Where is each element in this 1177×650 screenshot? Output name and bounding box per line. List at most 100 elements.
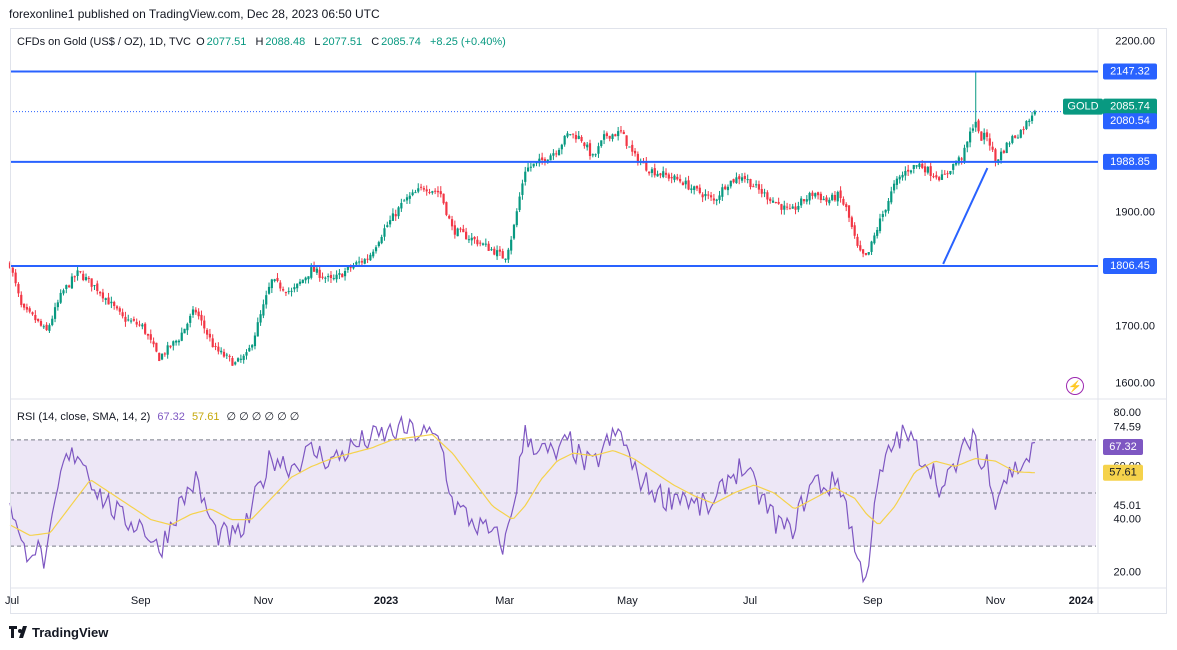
rsi-sma-line xyxy=(9,433,1035,536)
candle-body xyxy=(84,277,88,281)
legend-change: +8.25 (+0.40%) xyxy=(429,36,506,48)
candle-body xyxy=(380,236,383,244)
candle-body xyxy=(31,312,34,315)
rsi-hidden-values: ∅ ∅ ∅ ∅ ∅ ∅ xyxy=(226,411,300,423)
candle-body xyxy=(48,325,51,331)
candle-body xyxy=(239,358,242,360)
candle-body xyxy=(588,143,592,157)
flash-icon[interactable]: ⚡ xyxy=(1066,377,1084,395)
candle-body xyxy=(434,190,437,192)
candle-body xyxy=(633,150,637,154)
candle-body xyxy=(557,149,561,156)
candle-body xyxy=(287,291,290,293)
candle-body xyxy=(892,183,896,191)
candle-body xyxy=(833,194,837,201)
candle-body xyxy=(1014,135,1017,138)
candle-body xyxy=(864,253,868,255)
x-axis-label: Sep xyxy=(131,595,151,607)
candle-body xyxy=(104,298,107,301)
candle-body xyxy=(926,166,929,173)
candle-body xyxy=(34,314,37,321)
candle-body xyxy=(17,284,20,294)
candle-body xyxy=(507,249,510,260)
candle-body xyxy=(42,326,45,328)
x-axis-label: Nov xyxy=(986,595,1006,607)
candle-body xyxy=(417,188,420,192)
candle-body xyxy=(155,342,158,352)
candle-body xyxy=(152,341,155,345)
candle-body xyxy=(56,302,59,308)
symbol-tag: GOLD xyxy=(1067,101,1098,113)
candle-body xyxy=(222,351,226,357)
candle-body xyxy=(515,211,518,226)
candle-body xyxy=(208,333,212,338)
candle-body xyxy=(301,279,304,283)
candle-body xyxy=(256,322,259,337)
candle-body xyxy=(670,177,673,179)
candle-body xyxy=(679,178,682,182)
rsi-value-tag: 67.32 xyxy=(1109,441,1137,453)
candle-body xyxy=(952,163,955,170)
candle-body xyxy=(628,146,631,148)
candle-body xyxy=(991,146,994,150)
candle-body xyxy=(39,321,43,326)
rsi-sma-value: 57.61 xyxy=(191,411,220,423)
candle-body xyxy=(512,224,516,239)
candle-body xyxy=(490,249,493,251)
candle-body xyxy=(462,228,465,233)
price-tick-label: 2200.00 xyxy=(1115,35,1155,47)
candle-body xyxy=(611,134,614,140)
candle-body xyxy=(819,193,822,201)
candle-body xyxy=(966,141,969,148)
tradingview-brand[interactable]: TradingView xyxy=(9,625,108,640)
candle-body xyxy=(932,176,935,178)
candle-body xyxy=(890,191,893,203)
candle-body xyxy=(397,207,400,217)
candle-body xyxy=(284,292,288,294)
candle-body xyxy=(1011,136,1014,143)
candle-body xyxy=(456,228,459,237)
candle-body xyxy=(563,135,566,145)
candle-body xyxy=(662,171,665,177)
candle-body xyxy=(518,196,521,210)
price-tick-label: 1600.00 xyxy=(1115,378,1155,390)
candle-body xyxy=(177,340,181,343)
candle-body xyxy=(850,217,853,227)
candle-body xyxy=(304,277,307,281)
candle-body xyxy=(543,159,547,162)
candle-body xyxy=(459,228,462,230)
candle-body xyxy=(163,353,166,355)
candle-body xyxy=(214,346,217,348)
last-price-tag: 2085.74 xyxy=(1110,101,1150,113)
candle-body xyxy=(1019,129,1022,138)
candle-body xyxy=(110,301,113,304)
candle-body xyxy=(732,179,735,183)
candle-body xyxy=(828,199,831,204)
candle-body xyxy=(622,131,625,135)
x-axis-label: Jul xyxy=(5,595,19,607)
candle-body xyxy=(414,192,417,194)
candle-body xyxy=(625,135,628,146)
candle-body xyxy=(149,334,152,340)
candle-body xyxy=(321,276,324,278)
candle-body xyxy=(453,225,456,235)
candle-body xyxy=(994,149,997,162)
rsi-value: 67.32 xyxy=(157,411,185,423)
legend-low-value: 2077.51 xyxy=(322,36,363,48)
rsi-tick-label: 20.00 xyxy=(1113,567,1141,579)
rsi-sma-tag-bg xyxy=(1103,464,1143,481)
candle-body xyxy=(946,173,949,175)
candle-body xyxy=(73,276,76,278)
candle-body xyxy=(144,323,147,334)
symbol-tag-bg xyxy=(1063,98,1103,115)
candle-body xyxy=(608,135,611,139)
candle-body xyxy=(769,198,772,202)
candle-body xyxy=(124,316,127,322)
candle-body xyxy=(983,132,986,140)
candle-body xyxy=(431,191,434,193)
candle-body xyxy=(577,135,580,139)
candle-body xyxy=(867,252,870,255)
candle-body xyxy=(684,180,687,185)
level-tag-1806-bg xyxy=(1103,257,1157,274)
